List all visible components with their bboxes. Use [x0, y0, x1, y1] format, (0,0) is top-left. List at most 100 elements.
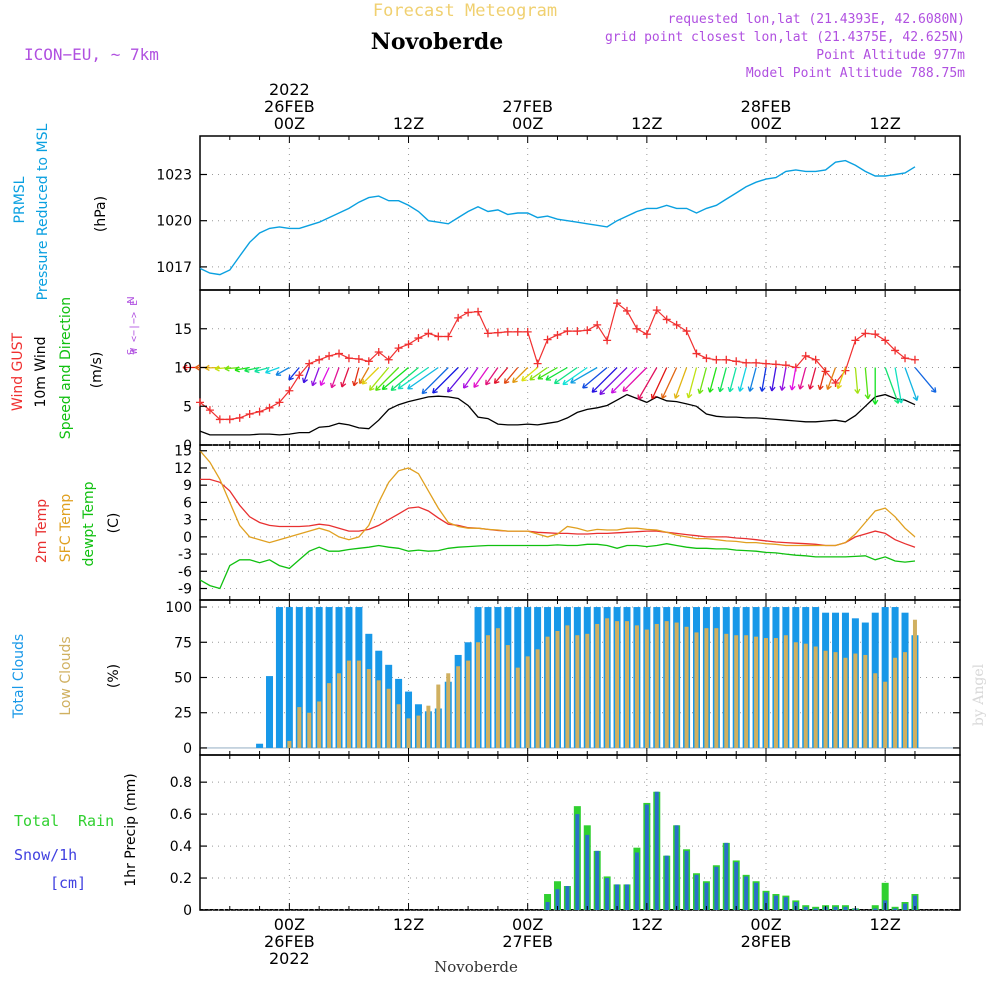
gust-marker: [583, 326, 592, 335]
gust-marker: [444, 332, 453, 341]
gust-marker: [424, 329, 433, 338]
gust-marker: [414, 334, 423, 343]
precip-rain-bar: [873, 908, 878, 910]
precip-rain-bar: [773, 895, 778, 910]
wind-arrow: [432, 367, 459, 394]
gust-marker: [285, 386, 294, 395]
compass-s: S: [126, 349, 137, 355]
low-cloud-bar: [585, 633, 590, 748]
gust-marker: [891, 346, 900, 355]
pressure-labels: PRMSL Pressure Reduced to MSL (hPa): [12, 123, 109, 300]
gust-marker: [871, 330, 880, 339]
bottom-time-label: 12Z: [393, 915, 424, 934]
precip-snow-label: Snow/1h: [14, 846, 77, 864]
gust-marker: [344, 354, 353, 363]
pressure-line: [199, 159, 916, 276]
gust-marker: [642, 330, 651, 339]
gust-marker: [245, 410, 254, 418]
top-time-label: 28FEB: [741, 97, 792, 116]
y-tick-label: 75: [174, 635, 192, 651]
y-tick-label: 3: [183, 513, 192, 529]
low-cloud-bar: [813, 646, 818, 748]
top-time-label: 12Z: [393, 114, 424, 133]
prmsl-label: PRMSL: [12, 176, 28, 223]
gust-marker: [513, 327, 522, 336]
wind-arrow: [769, 367, 777, 392]
gust-marker: [702, 354, 711, 363]
model-label: ICON−EU, ~ 7km: [24, 45, 159, 64]
precip-rain-bar: [893, 908, 898, 910]
bottom-time-label: 2022: [269, 949, 310, 968]
compass-n: N: [126, 296, 137, 303]
bottom-time-label: 12Z: [631, 915, 662, 934]
wind-arrow: [797, 367, 807, 390]
gust-marker: [483, 329, 492, 338]
low-cloud-bar: [515, 667, 520, 748]
wind-dir-label: Speed and Direction: [58, 297, 74, 439]
low-cloud-bar: [773, 638, 778, 748]
dewpt-line: [199, 543, 916, 590]
wind-arrow: [254, 366, 270, 374]
wind-arrow: [421, 367, 449, 395]
gust-marker: [771, 360, 780, 369]
gust-marker: [255, 407, 264, 416]
wind-arrow: [553, 366, 578, 385]
total-cloud-bar: [256, 743, 264, 748]
low-cloud-bar: [744, 635, 749, 748]
gust-marker: [603, 336, 612, 345]
location-title: Novoberde: [371, 29, 504, 55]
gust-label: Wind GUST: [10, 332, 26, 411]
low-cloud-bar: [366, 669, 371, 748]
wind-arrow: [599, 367, 628, 396]
gust-marker: [305, 359, 314, 368]
data-marks: [182, 159, 960, 910]
wind-labels: Wind GUST 10m Wind Speed and Direction (…: [10, 296, 140, 439]
low-cloud-bar: [724, 633, 729, 748]
gust-marker: [851, 336, 860, 345]
precip-rain-bar: [605, 878, 610, 910]
temp-unit-label: (C): [106, 513, 122, 534]
precip-rain-bar: [595, 850, 600, 910]
gust-marker: [722, 355, 731, 364]
gust-marker: [364, 357, 373, 366]
y-tick-label: -3: [178, 547, 192, 563]
precip-rain-bar: [694, 874, 699, 910]
total-cloud-bar: [305, 607, 313, 748]
wind-arrow: [914, 367, 937, 393]
gust-marker: [831, 379, 840, 387]
gust-marker: [682, 327, 691, 336]
wind-arrow: [521, 367, 539, 382]
low-cloud-bar: [615, 621, 620, 748]
gust-marker: [752, 358, 761, 367]
precip-rain-bar: [684, 850, 689, 910]
low-cloud-bar: [863, 654, 868, 748]
gust-marker: [503, 327, 512, 336]
top-time-label: 12Z: [631, 114, 662, 133]
y-tick-label: 5: [183, 399, 192, 415]
low-cloud-bar: [416, 715, 421, 748]
gust-marker: [434, 332, 443, 341]
top-time-label: 26FEB: [264, 97, 315, 116]
wind-arrow: [610, 367, 638, 394]
gust-marker: [811, 355, 820, 364]
wind-arrow: [904, 367, 919, 402]
gust-marker: [613, 299, 622, 308]
precip-total-bar: [881, 882, 889, 910]
low-cloud-bar: [704, 628, 709, 748]
total-cloud-bar: [275, 607, 283, 748]
y-tick-label: 0: [183, 438, 192, 454]
y-tick-label: 0.2: [170, 871, 192, 887]
bottom-time-label: 27FEB: [502, 932, 553, 951]
gust-marker: [901, 354, 910, 363]
wind-unit-label: (m/s): [89, 352, 105, 389]
precip-rain-bar: [744, 876, 749, 910]
precip-rain-bar: [585, 834, 590, 910]
wind-arrow: [462, 367, 479, 389]
wind-arrow: [825, 367, 837, 391]
wind-arrow: [485, 367, 499, 386]
gust-marker: [910, 355, 919, 364]
gust-marker: [732, 357, 741, 366]
total-cloud-bar: [315, 607, 323, 748]
y-tick-label: 9: [183, 478, 192, 494]
wind-arrow: [779, 367, 787, 391]
